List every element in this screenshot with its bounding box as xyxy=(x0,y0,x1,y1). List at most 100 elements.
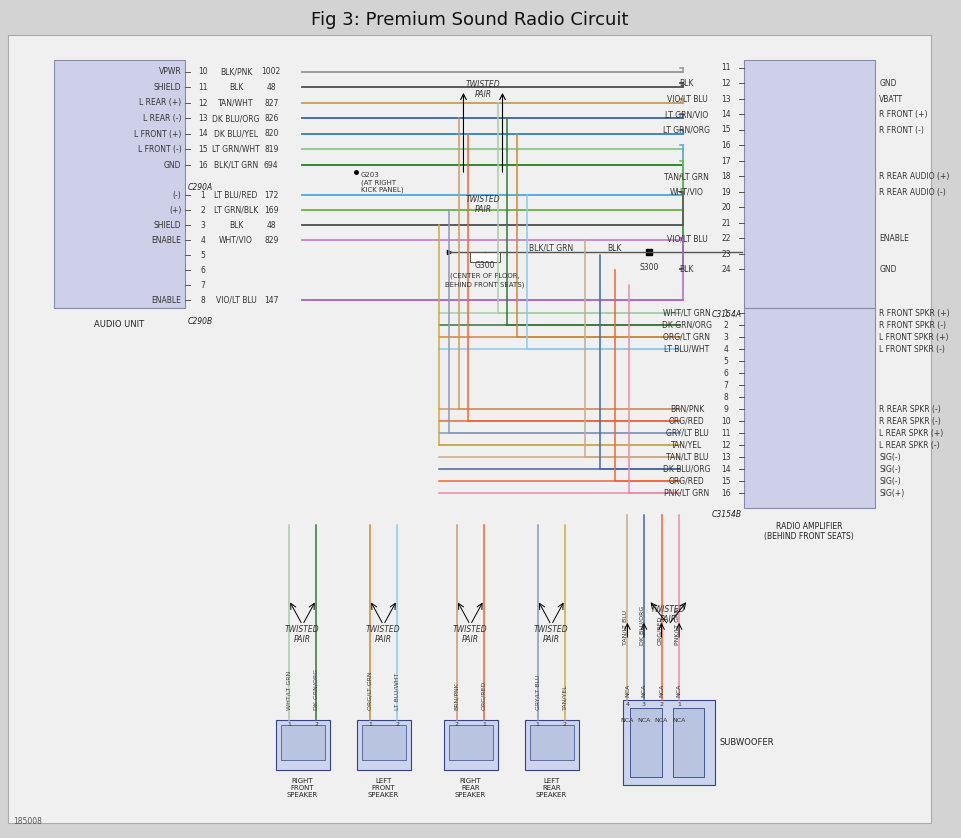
Text: R REAR SPKR (-): R REAR SPKR (-) xyxy=(878,405,940,413)
Text: 16: 16 xyxy=(721,141,730,150)
Text: BRN/PNK: BRN/PNK xyxy=(454,682,458,710)
Bar xyxy=(361,725,406,760)
Text: TAN/WHT: TAN/WHT xyxy=(218,99,254,107)
Text: C3154A: C3154A xyxy=(711,310,741,319)
Text: TAN/LT BLU: TAN/LT BLU xyxy=(623,610,628,645)
Text: TWISTED
PAIR: TWISTED PAIR xyxy=(533,625,568,644)
Text: ORG/LT GRN: ORG/LT GRN xyxy=(367,671,372,710)
Text: RIGHT
REAR
SPEAKER: RIGHT REAR SPEAKER xyxy=(455,778,485,798)
Text: BLK/PNK: BLK/PNK xyxy=(220,68,252,76)
Text: DK BLU/YEL: DK BLU/YEL xyxy=(214,130,258,138)
Text: 147: 147 xyxy=(263,296,279,304)
Text: 2: 2 xyxy=(314,722,318,727)
Text: 1: 1 xyxy=(286,722,290,727)
Text: LT BLU/RED: LT BLU/RED xyxy=(214,190,258,199)
Text: 16: 16 xyxy=(721,489,730,498)
Text: NCA: NCA xyxy=(672,718,685,723)
Text: 827: 827 xyxy=(263,99,278,107)
Text: R FRONT (+): R FRONT (+) xyxy=(878,110,926,119)
Text: L FRONT SPKR (+): L FRONT SPKR (+) xyxy=(878,333,948,342)
Text: TWISTED
PAIR: TWISTED PAIR xyxy=(465,80,500,100)
Text: 4: 4 xyxy=(723,344,727,354)
Text: DK BLU/ORG: DK BLU/ORG xyxy=(212,114,259,123)
Text: NCA: NCA xyxy=(641,684,646,697)
Text: 16: 16 xyxy=(198,161,208,169)
Text: 4: 4 xyxy=(200,235,206,245)
Bar xyxy=(470,252,499,262)
Text: 12: 12 xyxy=(198,99,208,107)
Text: BLK: BLK xyxy=(679,79,694,88)
Text: R REAR AUDIO (-): R REAR AUDIO (-) xyxy=(878,188,945,196)
Text: 3: 3 xyxy=(200,220,206,230)
Text: 1: 1 xyxy=(677,702,680,707)
Text: 10: 10 xyxy=(721,416,730,426)
Text: TAN/LT GRN: TAN/LT GRN xyxy=(664,172,708,181)
Text: (-): (-) xyxy=(173,190,182,199)
Text: ENABLE: ENABLE xyxy=(152,296,182,304)
Text: SIG(-): SIG(-) xyxy=(878,464,899,473)
Text: 48: 48 xyxy=(266,220,276,230)
Text: SIG(+): SIG(+) xyxy=(878,489,903,498)
Text: 5: 5 xyxy=(200,251,206,260)
Text: 7: 7 xyxy=(200,281,206,289)
Text: 14: 14 xyxy=(721,110,730,119)
Text: L REAR SPKR (-): L REAR SPKR (-) xyxy=(878,441,939,449)
Text: DK GRN/ORG: DK GRN/ORG xyxy=(313,669,318,710)
Text: L FRONT (-): L FRONT (-) xyxy=(137,145,182,154)
Text: PNK/LT GRN: PNK/LT GRN xyxy=(664,489,709,498)
Text: WHT/VIO: WHT/VIO xyxy=(219,235,253,245)
Text: 13: 13 xyxy=(721,453,730,462)
Text: 1: 1 xyxy=(535,722,539,727)
Text: L REAR (+): L REAR (+) xyxy=(139,99,182,107)
Text: BLK: BLK xyxy=(229,83,243,92)
Text: 820: 820 xyxy=(263,130,278,138)
Text: LT BLU/WHT: LT BLU/WHT xyxy=(394,673,399,710)
Text: G203
(AT RIGHT
KICK PANEL): G203 (AT RIGHT KICK PANEL) xyxy=(360,172,404,193)
Text: 14: 14 xyxy=(198,130,208,138)
Text: 172: 172 xyxy=(263,190,278,199)
Bar xyxy=(622,700,714,785)
Text: 13: 13 xyxy=(198,114,208,123)
Text: VIO/LT BLU: VIO/LT BLU xyxy=(666,234,706,243)
Text: BLK/LT GRN: BLK/LT GRN xyxy=(529,244,573,252)
Text: 819: 819 xyxy=(263,145,278,154)
Text: TWISTED
PAIR: TWISTED PAIR xyxy=(453,625,487,644)
Text: BEHIND FRONT SEATS): BEHIND FRONT SEATS) xyxy=(445,282,524,288)
Text: GND: GND xyxy=(878,79,896,88)
Text: (+): (+) xyxy=(169,205,182,215)
Bar xyxy=(673,708,703,777)
Text: 2: 2 xyxy=(455,722,458,727)
Text: 21: 21 xyxy=(721,219,730,227)
Text: VPWR: VPWR xyxy=(159,68,182,76)
Bar xyxy=(530,725,573,760)
Text: TAN/LT BLU: TAN/LT BLU xyxy=(665,453,707,462)
Text: GRY/LT BLU: GRY/LT BLU xyxy=(534,675,539,710)
Bar xyxy=(357,720,410,770)
Text: 12: 12 xyxy=(721,79,730,88)
Text: BLK: BLK xyxy=(229,220,243,230)
Text: 3: 3 xyxy=(641,702,645,707)
Text: 1: 1 xyxy=(723,308,727,318)
Text: BLK: BLK xyxy=(607,244,621,252)
Text: R FRONT SPKR (-): R FRONT SPKR (-) xyxy=(878,320,946,329)
Text: R FRONT (-): R FRONT (-) xyxy=(878,126,924,135)
Text: BLK/LT GRN: BLK/LT GRN xyxy=(213,161,258,169)
Text: VIO/LT BLU: VIO/LT BLU xyxy=(215,296,257,304)
Text: L FRONT (+): L FRONT (+) xyxy=(134,130,182,138)
Text: 19: 19 xyxy=(721,188,730,196)
Text: DK BLU/ORG: DK BLU/ORG xyxy=(639,606,644,645)
Text: 829: 829 xyxy=(263,235,278,245)
Text: NCA: NCA xyxy=(676,684,681,697)
Text: 6: 6 xyxy=(723,369,727,377)
Text: TWISTED
PAIR: TWISTED PAIR xyxy=(465,195,500,215)
Text: 7: 7 xyxy=(723,380,727,390)
Text: Fig 3: Premium Sound Radio Circuit: Fig 3: Premium Sound Radio Circuit xyxy=(310,11,628,29)
Text: (CENTER OF FLOOR,: (CENTER OF FLOOR, xyxy=(450,272,519,279)
Text: 22: 22 xyxy=(721,234,730,243)
Bar xyxy=(276,720,330,770)
Text: NCA: NCA xyxy=(654,718,668,723)
Text: L FRONT SPKR (-): L FRONT SPKR (-) xyxy=(878,344,944,354)
Text: 48: 48 xyxy=(266,83,276,92)
Text: 1: 1 xyxy=(200,190,205,199)
Text: S300: S300 xyxy=(638,263,658,272)
